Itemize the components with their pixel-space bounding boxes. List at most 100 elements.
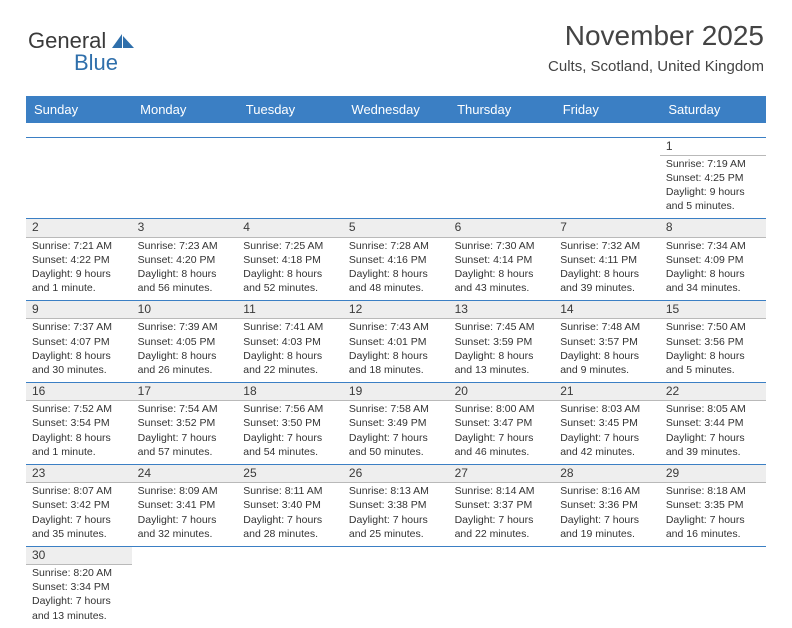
sunset-line: Sunset: 4:16 PM [349, 253, 443, 267]
daylight-line: Daylight: 8 hours and 30 minutes. [32, 349, 126, 377]
sunrise-line: Sunrise: 7:43 AM [349, 320, 443, 334]
daylight-line: Daylight: 9 hours and 5 minutes. [666, 185, 760, 213]
day-header: Wednesday [343, 96, 449, 123]
calendar-row: 16Sunrise: 7:52 AMSunset: 3:54 PMDayligh… [26, 383, 766, 465]
sunset-line: Sunset: 3:59 PM [455, 335, 549, 349]
calendar-head: SundayMondayTuesdayWednesdayThursdayFrid… [26, 96, 766, 123]
sunset-line: Sunset: 4:01 PM [349, 335, 443, 349]
sunset-line: Sunset: 4:11 PM [560, 253, 654, 267]
day-cell: 24Sunrise: 8:09 AMSunset: 3:41 PMDayligh… [132, 465, 238, 547]
sunrise-line: Sunrise: 7:25 AM [243, 239, 337, 253]
sunrise-line: Sunrise: 8:03 AM [560, 402, 654, 416]
daylight-line: Daylight: 8 hours and 48 minutes. [349, 267, 443, 295]
day-cell: 12Sunrise: 7:43 AMSunset: 4:01 PMDayligh… [343, 301, 449, 383]
calendar-table: SundayMondayTuesdayWednesdayThursdayFrid… [26, 96, 766, 628]
empty-cell [554, 137, 660, 219]
sunset-line: Sunset: 3:45 PM [560, 416, 654, 430]
day-cell: 4Sunrise: 7:25 AMSunset: 4:18 PMDaylight… [237, 219, 343, 301]
daylight-line: Daylight: 8 hours and 9 minutes. [560, 349, 654, 377]
day-cell: 19Sunrise: 7:58 AMSunset: 3:49 PMDayligh… [343, 383, 449, 465]
sunrise-line: Sunrise: 7:58 AM [349, 402, 443, 416]
day-number: 14 [554, 301, 660, 319]
logo: General Blue [28, 28, 136, 54]
daylight-line: Daylight: 8 hours and 13 minutes. [455, 349, 549, 377]
spacer-cell [554, 123, 660, 137]
day-number: 1 [660, 138, 766, 156]
logo-text-2: Blue [74, 50, 118, 76]
sunset-line: Sunset: 3:52 PM [138, 416, 232, 430]
daylight-line: Daylight: 8 hours and 43 minutes. [455, 267, 549, 295]
day-cell: 1Sunrise: 7:19 AMSunset: 4:25 PMDaylight… [660, 137, 766, 219]
day-number: 9 [26, 301, 132, 319]
daylight-line: Daylight: 7 hours and 57 minutes. [138, 431, 232, 459]
day-header: Monday [132, 96, 238, 123]
day-cell: 17Sunrise: 7:54 AMSunset: 3:52 PMDayligh… [132, 383, 238, 465]
sunrise-line: Sunrise: 8:16 AM [560, 484, 654, 498]
day-cell: 13Sunrise: 7:45 AMSunset: 3:59 PMDayligh… [449, 301, 555, 383]
location: Cults, Scotland, United Kingdom [548, 58, 764, 75]
day-cell: 15Sunrise: 7:50 AMSunset: 3:56 PMDayligh… [660, 301, 766, 383]
daylight-line: Daylight: 7 hours and 46 minutes. [455, 431, 549, 459]
empty-cell [343, 137, 449, 219]
sunset-line: Sunset: 4:14 PM [455, 253, 549, 267]
daylight-line: Daylight: 7 hours and 39 minutes. [666, 431, 760, 459]
daylight-line: Daylight: 7 hours and 50 minutes. [349, 431, 443, 459]
sunrise-line: Sunrise: 7:37 AM [32, 320, 126, 334]
sunset-line: Sunset: 4:03 PM [243, 335, 337, 349]
sunrise-line: Sunrise: 7:52 AM [32, 402, 126, 416]
empty-cell [237, 137, 343, 219]
empty-cell [554, 546, 660, 627]
calendar-row: 30Sunrise: 8:20 AMSunset: 3:34 PMDayligh… [26, 546, 766, 627]
sunset-line: Sunset: 3:44 PM [666, 416, 760, 430]
day-number: 10 [132, 301, 238, 319]
daylight-line: Daylight: 7 hours and 16 minutes. [666, 513, 760, 541]
day-number: 12 [343, 301, 449, 319]
day-number: 11 [237, 301, 343, 319]
daylight-line: Daylight: 8 hours and 39 minutes. [560, 267, 654, 295]
sunset-line: Sunset: 3:37 PM [455, 498, 549, 512]
day-number: 6 [449, 219, 555, 237]
day-cell: 28Sunrise: 8:16 AMSunset: 3:36 PMDayligh… [554, 465, 660, 547]
day-cell: 10Sunrise: 7:39 AMSunset: 4:05 PMDayligh… [132, 301, 238, 383]
day-cell: 20Sunrise: 8:00 AMSunset: 3:47 PMDayligh… [449, 383, 555, 465]
sunrise-line: Sunrise: 7:23 AM [138, 239, 232, 253]
daylight-line: Daylight: 9 hours and 1 minute. [32, 267, 126, 295]
sunrise-line: Sunrise: 8:13 AM [349, 484, 443, 498]
day-cell: 29Sunrise: 8:18 AMSunset: 3:35 PMDayligh… [660, 465, 766, 547]
day-cell: 2Sunrise: 7:21 AMSunset: 4:22 PMDaylight… [26, 219, 132, 301]
daylight-line: Daylight: 8 hours and 5 minutes. [666, 349, 760, 377]
calendar-body: 1Sunrise: 7:19 AMSunset: 4:25 PMDaylight… [26, 123, 766, 628]
day-header: Saturday [660, 96, 766, 123]
day-number: 24 [132, 465, 238, 483]
daylight-line: Daylight: 8 hours and 34 minutes. [666, 267, 760, 295]
day-cell: 25Sunrise: 8:11 AMSunset: 3:40 PMDayligh… [237, 465, 343, 547]
day-number: 2 [26, 219, 132, 237]
day-cell: 16Sunrise: 7:52 AMSunset: 3:54 PMDayligh… [26, 383, 132, 465]
sunrise-line: Sunrise: 7:28 AM [349, 239, 443, 253]
day-number: 27 [449, 465, 555, 483]
daylight-line: Daylight: 7 hours and 42 minutes. [560, 431, 654, 459]
spacer-cell [132, 123, 238, 137]
sunset-line: Sunset: 4:07 PM [32, 335, 126, 349]
empty-cell [343, 546, 449, 627]
day-cell: 6 Sunrise: 7:30 AMSunset: 4:14 PMDaylight… [449, 219, 555, 301]
day-number: 13 [449, 301, 555, 319]
day-cell: 7 Sunrise: 7:32 AMSunset: 4:11 PMDaylight… [554, 219, 660, 301]
sunrise-line: Sunrise: 7:41 AM [243, 320, 337, 334]
day-cell: 8Sunrise: 7:34 AMSunset: 4:09 PMDaylight… [660, 219, 766, 301]
day-cell: 9Sunrise: 7:37 AMSunset: 4:07 PMDaylight… [26, 301, 132, 383]
sunrise-line: Sunrise: 8:00 AM [455, 402, 549, 416]
sunset-line: Sunset: 3:38 PM [349, 498, 443, 512]
day-cell: 27Sunrise: 8:14 AMSunset: 3:37 PMDayligh… [449, 465, 555, 547]
sunset-line: Sunset: 3:34 PM [32, 580, 126, 594]
day-number: 8 [660, 219, 766, 237]
sunrise-line: Sunrise: 7:54 AM [138, 402, 232, 416]
sunrise-line: Sunrise: 7:30 AM [455, 239, 549, 253]
day-cell: 18Sunrise: 7:56 AMSunset: 3:50 PMDayligh… [237, 383, 343, 465]
day-number: 7 [554, 219, 660, 237]
sunrise-line: Sunrise: 7:32 AM [560, 239, 654, 253]
sunrise-line: Sunrise: 8:20 AM [32, 566, 126, 580]
sunrise-line: Sunrise: 7:50 AM [666, 320, 760, 334]
sunrise-line: Sunrise: 8:07 AM [32, 484, 126, 498]
day-cell: 3Sunrise: 7:23 AMSunset: 4:20 PMDaylight… [132, 219, 238, 301]
